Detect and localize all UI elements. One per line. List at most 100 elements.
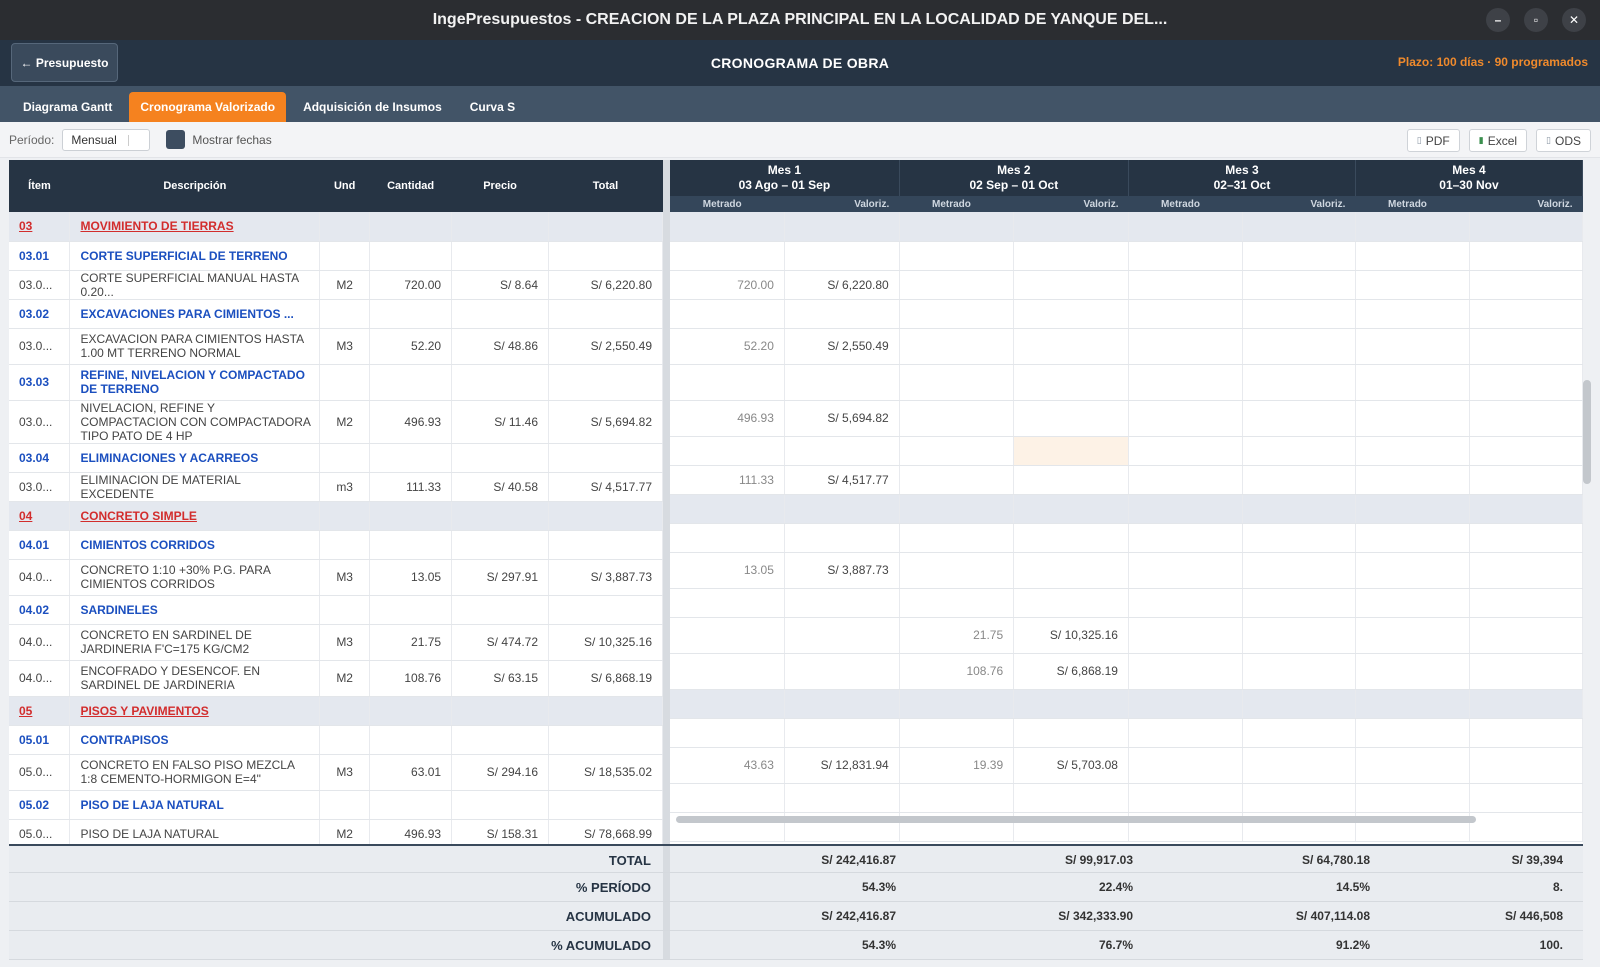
month-valoriz-cell[interactable] bbox=[1469, 270, 1583, 300]
month-valoriz-cell[interactable] bbox=[1242, 552, 1356, 589]
month-header[interactable]: Mes 1 03 Ago – 01 Sep bbox=[670, 160, 900, 196]
month-valoriz-cell[interactable] bbox=[1242, 400, 1356, 437]
month-metrado-cell[interactable] bbox=[1128, 270, 1244, 300]
schedule-row[interactable] bbox=[670, 689, 1583, 719]
month-valoriz-cell[interactable] bbox=[1469, 588, 1583, 618]
schedule-row[interactable]: 720.00 S/ 6,220.80 bbox=[670, 270, 1583, 300]
schedule-row[interactable]: 108.76 S/ 6,868.19 bbox=[670, 653, 1583, 690]
month-metrado-cell[interactable] bbox=[1355, 653, 1471, 690]
schedule-row[interactable] bbox=[670, 364, 1583, 401]
month-valoriz-cell[interactable] bbox=[1013, 465, 1129, 495]
month-valoriz-cell[interactable] bbox=[1013, 212, 1129, 242]
month-metrado-cell[interactable] bbox=[899, 299, 1015, 329]
period-select[interactable]: Mensual bbox=[62, 128, 151, 151]
month-metrado-cell[interactable] bbox=[670, 588, 785, 618]
show-dates-checkbox[interactable] bbox=[166, 130, 186, 149]
month-valoriz-cell[interactable] bbox=[1013, 689, 1129, 719]
month-valoriz-cell[interactable] bbox=[784, 241, 900, 271]
month-metrado-cell[interactable] bbox=[670, 436, 785, 466]
month-metrado-cell[interactable] bbox=[1355, 783, 1471, 813]
month-valoriz-cell[interactable] bbox=[1469, 364, 1583, 401]
month-metrado-cell[interactable] bbox=[670, 494, 785, 524]
month-valoriz-cell[interactable] bbox=[1469, 328, 1583, 365]
month-metrado-cell[interactable] bbox=[1355, 718, 1471, 748]
month-valoriz-cell[interactable] bbox=[784, 588, 900, 618]
month-header[interactable]: Mes 3 02–31 Oct bbox=[1128, 160, 1356, 196]
month-valoriz-cell[interactable]: S/ 6,220.80 bbox=[784, 270, 900, 300]
schedule-row[interactable] bbox=[670, 212, 1583, 242]
export-pdf-button[interactable]: ▯ PDF bbox=[1406, 129, 1460, 152]
month-valoriz-cell[interactable] bbox=[1013, 299, 1129, 329]
month-metrado-cell[interactable] bbox=[1355, 552, 1471, 589]
month-metrado-cell[interactable] bbox=[1128, 523, 1244, 553]
close-icon[interactable]: ✕ bbox=[1562, 8, 1586, 32]
month-metrado-cell[interactable] bbox=[1128, 747, 1244, 784]
month-valoriz-cell[interactable]: S/ 3,887.73 bbox=[784, 552, 900, 589]
subcategory-row[interactable]: 03.03 REFINE, NIVELACION Y COMPACTADO DE … bbox=[9, 364, 663, 401]
month-metrado-cell[interactable] bbox=[899, 436, 1015, 466]
month-metrado-cell[interactable] bbox=[1128, 364, 1244, 401]
month-metrado-cell[interactable]: 19.39 bbox=[899, 747, 1015, 784]
tab-adquisicion-insumos[interactable]: Adquisición de Insumos bbox=[303, 100, 442, 114]
month-valoriz-cell[interactable] bbox=[784, 523, 900, 553]
item-row[interactable]: 03.0... ELIMINACION DE MATERIAL EXCEDENTE… bbox=[9, 472, 663, 502]
export-ods-button[interactable]: ▯ ODS bbox=[1536, 129, 1591, 152]
month-metrado-cell[interactable] bbox=[1128, 212, 1244, 242]
month-valoriz-cell[interactable] bbox=[1242, 436, 1356, 466]
month-metrado-cell[interactable]: 43.63 bbox=[670, 747, 785, 784]
month-metrado-cell[interactable] bbox=[1355, 328, 1471, 365]
subcategory-row[interactable]: 03.01 CORTE SUPERFICIAL DE TERRENO bbox=[9, 241, 663, 271]
month-metrado-cell[interactable] bbox=[670, 783, 785, 813]
month-metrado-cell[interactable] bbox=[899, 552, 1015, 589]
month-header[interactable]: Mes 2 02 Sep – 01 Oct bbox=[899, 160, 1129, 196]
col-descripcion[interactable]: Descripción bbox=[69, 160, 320, 212]
month-valoriz-cell[interactable] bbox=[1469, 465, 1583, 495]
month-metrado-cell[interactable]: 108.76 bbox=[899, 653, 1015, 690]
month-valoriz-cell[interactable] bbox=[1469, 653, 1583, 690]
month-metrado-cell[interactable] bbox=[899, 718, 1015, 748]
item-row[interactable]: 03.0... CORTE SUPERFICIAL MANUAL HASTA 0.… bbox=[9, 270, 663, 300]
month-valoriz-cell[interactable] bbox=[1013, 400, 1129, 437]
category-row[interactable]: 04 CONCRETO SIMPLE bbox=[9, 501, 663, 531]
subcategory-row[interactable]: 04.02 SARDINELES bbox=[9, 595, 663, 625]
month-metrado-cell[interactable]: 52.20 bbox=[670, 328, 785, 365]
schedule-row[interactable]: 43.63 S/ 12,831.94 19.39 S/ 5,703.08 bbox=[670, 747, 1583, 784]
maximize-icon[interactable]: ▫ bbox=[1524, 8, 1548, 32]
month-metrado-cell[interactable] bbox=[1128, 552, 1244, 589]
month-valoriz-cell[interactable]: S/ 4,517.77 bbox=[784, 465, 900, 495]
month-valoriz-cell[interactable] bbox=[1242, 241, 1356, 271]
vertical-scrollbar[interactable] bbox=[1583, 380, 1591, 484]
month-valoriz-cell[interactable] bbox=[1242, 783, 1356, 813]
month-valoriz-cell[interactable] bbox=[784, 718, 900, 748]
item-row[interactable]: 03.0... EXCAVACION PARA CIMIENTOS HASTA 1… bbox=[9, 328, 663, 365]
month-metrado-cell[interactable] bbox=[1355, 299, 1471, 329]
tab-curva-s[interactable]: Curva S bbox=[469, 100, 516, 114]
month-valoriz-cell[interactable] bbox=[1469, 299, 1583, 329]
month-valoriz-cell[interactable] bbox=[1242, 747, 1356, 784]
schedule-row[interactable] bbox=[670, 241, 1583, 271]
schedule-row[interactable] bbox=[670, 299, 1583, 329]
schedule-row[interactable]: 496.93 S/ 5,694.82 bbox=[670, 400, 1583, 437]
schedule-row[interactable] bbox=[670, 523, 1583, 553]
month-metrado-cell[interactable] bbox=[670, 299, 785, 329]
month-metrado-cell[interactable] bbox=[1355, 436, 1471, 466]
month-metrado-cell[interactable] bbox=[1128, 653, 1244, 690]
month-metrado-cell[interactable] bbox=[899, 212, 1015, 242]
schedule-row[interactable]: 111.33 S/ 4,517.77 bbox=[670, 465, 1583, 495]
item-row[interactable]: 03.0... NIVELACION, REFINE Y COMPACTACION… bbox=[9, 400, 663, 444]
export-excel-button[interactable]: ▮ Excel bbox=[1468, 129, 1528, 152]
month-valoriz-cell[interactable] bbox=[784, 212, 900, 242]
month-metrado-cell[interactable] bbox=[1128, 494, 1244, 524]
month-metrado-cell[interactable] bbox=[1355, 494, 1471, 524]
month-metrado-cell[interactable] bbox=[670, 653, 785, 690]
month-valoriz-cell[interactable] bbox=[1013, 588, 1129, 618]
subcategory-row[interactable]: 05.02 PISO DE LAJA NATURAL bbox=[9, 790, 663, 820]
month-metrado-cell[interactable] bbox=[670, 718, 785, 748]
month-metrado-cell[interactable]: 13.05 bbox=[670, 552, 785, 589]
subcategory-row[interactable]: 05.01 CONTRAPISOS bbox=[9, 725, 663, 755]
schedule-row[interactable]: 21.75 S/ 10,325.16 bbox=[670, 617, 1583, 654]
item-row[interactable]: 04.0... CONCRETO EN SARDINEL DE JARDINERI… bbox=[9, 624, 663, 661]
month-valoriz-cell[interactable] bbox=[1469, 552, 1583, 589]
month-valoriz-cell[interactable] bbox=[1242, 465, 1356, 495]
month-valoriz-cell[interactable] bbox=[1013, 328, 1129, 365]
